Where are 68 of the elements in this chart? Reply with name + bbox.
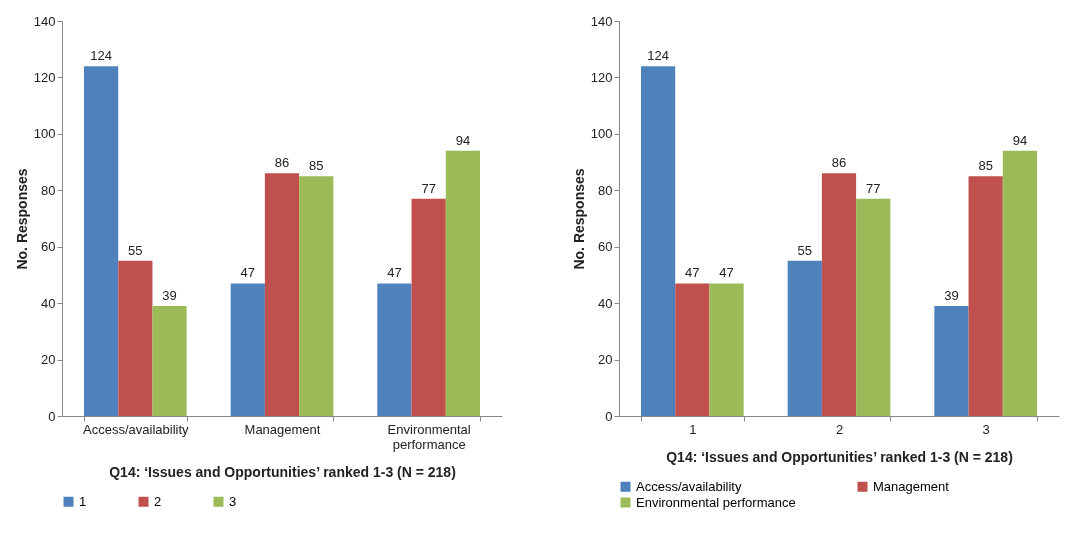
y-tick-label: 80 [41, 182, 56, 198]
y-tick-label: 60 [41, 239, 56, 255]
bar [968, 176, 1003, 416]
legend-label: 3 [229, 493, 237, 509]
data-label: 39 [944, 287, 959, 303]
bar [264, 173, 300, 416]
data-label: 86 [274, 155, 290, 171]
x-tick-label: Management [244, 421, 321, 437]
x-axis-title: Q14: ‘Issues and Opportunities’ ranked 1-3 (N = 218) [109, 463, 456, 480]
y-tick-label: 140 [590, 13, 613, 29]
bar [411, 198, 446, 416]
bar [709, 283, 744, 416]
bar [934, 305, 969, 416]
bar [445, 150, 480, 416]
bar [821, 173, 857, 416]
bar [299, 176, 334, 416]
x-tick-label: 2 [835, 421, 844, 437]
y-tick-label: 140 [33, 13, 56, 29]
data-label: 55 [797, 242, 813, 258]
y-axis-title: No. Responses [13, 168, 30, 270]
data-label: 47 [685, 265, 700, 281]
bar [377, 283, 412, 416]
data-label: 86 [831, 155, 847, 171]
bar [856, 198, 891, 416]
y-tick-label: 40 [598, 295, 613, 311]
y-tick-label: 40 [41, 295, 56, 311]
data-label: 85 [978, 158, 993, 174]
bar [152, 305, 187, 416]
bar [230, 283, 265, 416]
bar [641, 66, 676, 416]
data-label: 47 [240, 265, 256, 281]
data-label: 77 [421, 180, 436, 196]
data-label: 39 [162, 287, 177, 303]
data-label: 47 [719, 265, 734, 281]
bar [84, 66, 119, 416]
legend-label: 2 [154, 493, 162, 509]
y-axis-title: No. Responses [570, 168, 587, 270]
data-label: 94 [1012, 132, 1028, 148]
y-tick-label: 0 [48, 408, 56, 424]
data-label: 47 [387, 265, 402, 281]
data-label: 124 [90, 48, 112, 64]
x-tick-label: Access/availability [83, 421, 190, 437]
y-tick-label: 80 [598, 182, 613, 198]
y-tick-label: 20 [41, 352, 56, 368]
x-tick-label: Environmental performance [387, 421, 471, 452]
bar [787, 260, 822, 416]
bar [1002, 150, 1037, 416]
y-tick-label: 120 [590, 69, 613, 85]
bar [118, 260, 153, 416]
y-tick-label: 60 [598, 239, 613, 255]
legend-label: Access/availability [636, 478, 742, 494]
bar [675, 283, 710, 416]
y-tick-label: 120 [33, 69, 56, 85]
data-label: 77 [865, 180, 881, 196]
data-label: 55 [128, 242, 143, 258]
data-label: 124 [647, 48, 669, 64]
legend-label: Environmental performance [636, 494, 796, 510]
legend-label: 1 [79, 493, 87, 509]
x-tick-label: 3 [982, 421, 990, 437]
data-label: 94 [455, 132, 471, 148]
y-tick-label: 0 [605, 408, 613, 424]
x-tick-label: 1 [689, 421, 697, 437]
y-tick-label: 100 [590, 126, 613, 142]
x-axis-title: Q14: ‘Issues and Opportunities’ ranked 1-3 (N = 218) [666, 448, 1013, 465]
legend-label: Management [873, 478, 950, 494]
data-label: 85 [308, 158, 324, 174]
y-tick-label: 20 [598, 352, 613, 368]
y-tick-label: 100 [33, 126, 56, 142]
